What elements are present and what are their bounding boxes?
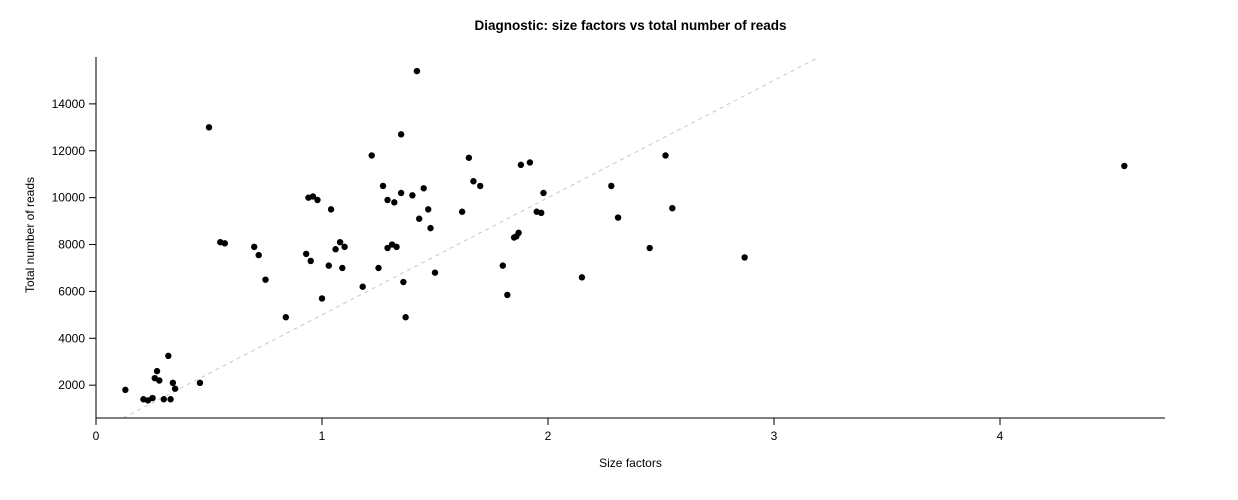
data-point: [165, 352, 172, 360]
data-point: [122, 386, 129, 394]
data-point: [327, 206, 335, 213]
y-tick-label: 2000: [58, 378, 85, 392]
data-point: [309, 193, 317, 200]
data-point: [1121, 162, 1128, 170]
data-point: [262, 276, 269, 283]
data-point: [578, 274, 586, 281]
data-point: [375, 264, 382, 272]
data-point: [431, 269, 439, 276]
y-tick-label: 8000: [58, 238, 85, 252]
data-point: [477, 182, 484, 190]
data-point: [391, 199, 398, 206]
data-point: [251, 243, 258, 251]
data-point: [540, 189, 547, 197]
data-point: [318, 295, 326, 302]
x-tick-label: 3: [771, 429, 778, 443]
data-point: [314, 196, 321, 204]
data-point: [384, 244, 391, 252]
data-point: [402, 314, 409, 321]
data-point: [741, 254, 748, 261]
data-point: [425, 206, 432, 213]
data-point: [302, 250, 310, 258]
data-point: [160, 396, 168, 403]
x-tick-label: 0: [93, 429, 100, 443]
x-tick-label: 4: [997, 429, 1004, 443]
data-point: [368, 152, 375, 159]
data-point: [282, 314, 290, 321]
data-point: [499, 262, 507, 269]
data-point: [465, 154, 473, 161]
data-point: [427, 224, 434, 232]
data-point: [397, 189, 405, 197]
data-point: [384, 196, 391, 204]
data-point: [614, 214, 622, 221]
data-point: [221, 240, 229, 247]
data-point: [171, 385, 179, 392]
data-point: [336, 238, 344, 246]
data-point: [458, 208, 466, 215]
data-point: [415, 215, 423, 222]
data-point: [420, 185, 427, 192]
data-point: [646, 244, 653, 252]
data-point: [196, 379, 204, 387]
data-point: [167, 396, 174, 403]
data-point: [400, 278, 407, 286]
data-point: [307, 257, 314, 265]
data-point: [332, 246, 339, 253]
data-point: [526, 159, 534, 166]
data-point: [255, 251, 262, 259]
data-point: [359, 283, 366, 290]
y-tick-label: 12000: [52, 144, 86, 158]
data-point: [397, 131, 405, 138]
data-point: [379, 182, 387, 190]
data-point: [205, 124, 213, 131]
data-point: [504, 291, 511, 299]
data-point: [339, 264, 346, 272]
data-point: [517, 161, 525, 169]
x-tick-label: 1: [319, 429, 326, 443]
y-tick-label: 6000: [58, 284, 85, 298]
data-point: [153, 367, 161, 375]
x-axis-label: Size factors: [599, 456, 662, 470]
reference-line: [122, 56, 820, 419]
data-point: [669, 204, 676, 212]
data-point: [515, 229, 522, 237]
y-tick-label: 10000: [52, 191, 86, 205]
data-point: [409, 192, 416, 199]
data-point: [470, 178, 477, 185]
y-tick-label: 4000: [58, 331, 85, 345]
data-point: [393, 243, 400, 251]
data-point: [149, 394, 156, 402]
data-point: [608, 182, 615, 190]
data-point: [325, 262, 332, 269]
data-point: [538, 209, 545, 217]
x-tick-label: 2: [545, 429, 552, 443]
data-point: [156, 377, 163, 384]
data-point: [341, 243, 348, 251]
data-point: [413, 67, 421, 75]
chart-title: Diagnostic: size factors vs total number…: [474, 18, 787, 33]
y-axis-label: Total number of reads: [23, 176, 37, 294]
data-point: [662, 152, 669, 159]
data-point: [169, 379, 177, 387]
y-tick-label: 14000: [52, 97, 86, 111]
